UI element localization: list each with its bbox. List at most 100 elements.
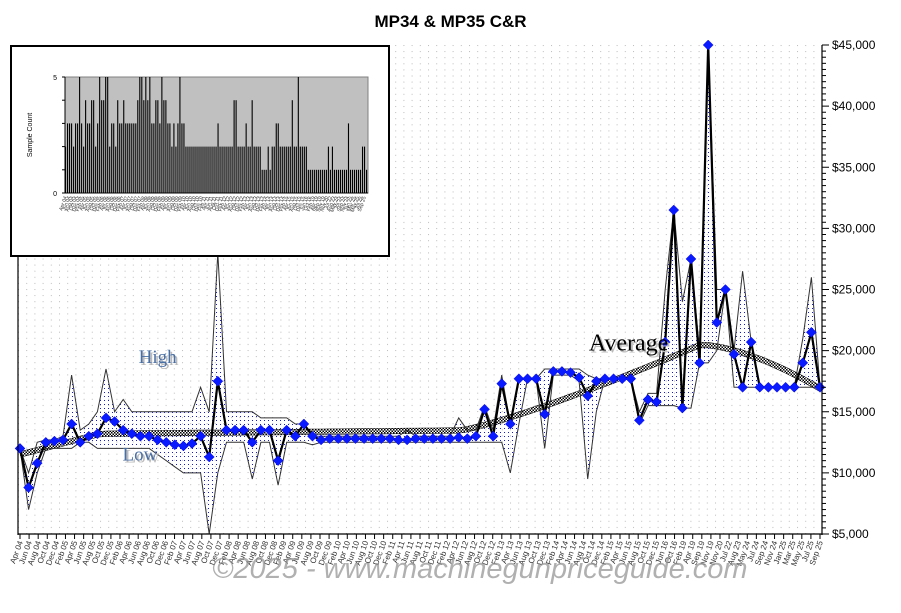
inset-x-tick-label: Mar 25 (347, 195, 358, 212)
inset-bar (155, 100, 157, 193)
inset-x-tick-label: Nov 20 (319, 195, 330, 212)
data-point-marker (616, 373, 628, 385)
data-point-marker (737, 381, 748, 393)
inset-x-tick-label: Aug 09 (167, 195, 178, 212)
inset-bar (171, 146, 173, 193)
data-point-marker (281, 424, 293, 436)
y-tick-label: $45,000 (832, 38, 876, 52)
inset-x-tick-label: Sep 25 (357, 195, 368, 212)
inset-x-tick-label: Oct 16 (303, 195, 314, 211)
data-point-marker (74, 436, 86, 448)
inset-bar (363, 146, 366, 193)
data-point-marker (203, 451, 215, 463)
inset-bar (71, 123, 73, 193)
inset-bar (337, 169, 340, 193)
data-point-marker (771, 381, 783, 393)
inset-bar (355, 169, 358, 193)
inset-x-tick-label: Aug 15 (289, 195, 300, 212)
inset-bar (251, 100, 253, 193)
data-point-marker (410, 433, 422, 444)
inset-bar (233, 100, 235, 193)
inset-bar (65, 146, 67, 193)
inset-bar (247, 146, 249, 193)
inset-x-tick-label: Aug 06 (105, 195, 116, 212)
inset-bar (135, 123, 137, 193)
data-point-marker (178, 440, 189, 452)
inset-x-tick-label: Dec 15 (296, 195, 307, 212)
inset-bar (105, 77, 107, 193)
inset-x-tick-label: Jun 13 (245, 195, 256, 211)
inset-bar (163, 100, 165, 193)
data-point-marker (522, 373, 533, 385)
inset-bar (333, 169, 335, 193)
data-point-marker (384, 433, 396, 444)
inset-bar (241, 146, 243, 193)
inset-bar (201, 146, 203, 193)
data-point-marker (582, 390, 594, 402)
inset-bar (215, 146, 217, 193)
inset-bar (177, 123, 179, 193)
inset-bar (249, 146, 251, 193)
data-point-marker (461, 433, 473, 444)
inset-bar (351, 169, 354, 193)
inset-bar (237, 146, 239, 193)
inset-x-tick-label: Feb 06 (95, 195, 106, 212)
data-point-marker (547, 366, 559, 377)
data-point-marker (659, 336, 671, 348)
data-point-marker (117, 424, 129, 436)
inset-x-tick-label: Oct 14 (272, 195, 283, 211)
inset-bar (69, 123, 71, 193)
inset-bar (139, 77, 141, 193)
inset-x-tick-label: Oct 10 (191, 195, 202, 211)
inset-x-tick-label: Oct 04 (68, 195, 79, 211)
inset-bar (229, 146, 231, 193)
data-point-marker (109, 416, 120, 427)
inset-bar (73, 146, 75, 193)
inset-bar (209, 146, 211, 193)
inset-x-tick-label: Jun 10 (184, 195, 195, 211)
inset-bar (193, 146, 195, 193)
data-point-marker (315, 434, 327, 446)
data-point-marker (358, 433, 370, 444)
inset-bar (259, 146, 261, 193)
data-point-marker (590, 375, 602, 387)
average-markers (14, 39, 826, 493)
inset-x-tick-label: Oct 05 (89, 195, 100, 211)
inset-bar (77, 123, 79, 193)
inset-x-tick-label: Oct 09 (170, 195, 181, 211)
inset-bar (321, 169, 323, 193)
data-point-marker (160, 436, 172, 448)
inset-bar (83, 146, 85, 193)
inset-bar (319, 169, 321, 193)
inset-bar (153, 123, 155, 193)
inset-x-tick-label: Jun 15 (286, 195, 297, 211)
inset-x-tick-label: Apr 12 (221, 195, 232, 211)
inset-x-tick-label: Jun 12 (225, 195, 236, 211)
inset-x-tick-label: Feb 15 (279, 195, 290, 212)
inset-x-tick-label: Aug 07 (126, 195, 137, 212)
svg-text:High: High (141, 349, 180, 370)
inset-bar (245, 123, 247, 193)
inset-bar (131, 123, 133, 193)
inset-x-tick-label: Dec 13 (255, 195, 266, 212)
inset-bar (157, 100, 159, 193)
inset-bar (99, 77, 101, 193)
inset-x-tick-label: Dec 05 (92, 195, 103, 212)
y-tick-label: $25,000 (832, 283, 876, 297)
inset-bar (127, 123, 129, 193)
inset-bar (275, 123, 277, 193)
inset-x-tick-label: Jul 25 (354, 195, 364, 210)
inset-bar (149, 77, 151, 193)
inset-x-tick-label: Apr 10 (181, 195, 192, 211)
data-point-marker (418, 433, 430, 444)
inset-x-tick-label: Feb 14 (258, 195, 269, 212)
data-point-marker (530, 373, 542, 385)
inset-bar (165, 100, 167, 193)
y-axis-ticks: $5,000 $10,000 $15,000 $20,000 $25,000 $30,00… (822, 38, 876, 541)
inset-bar (85, 100, 87, 193)
inset-bar (357, 169, 360, 193)
inset-bar (227, 146, 229, 193)
data-point-marker (367, 433, 379, 444)
inset-bar (353, 169, 356, 193)
